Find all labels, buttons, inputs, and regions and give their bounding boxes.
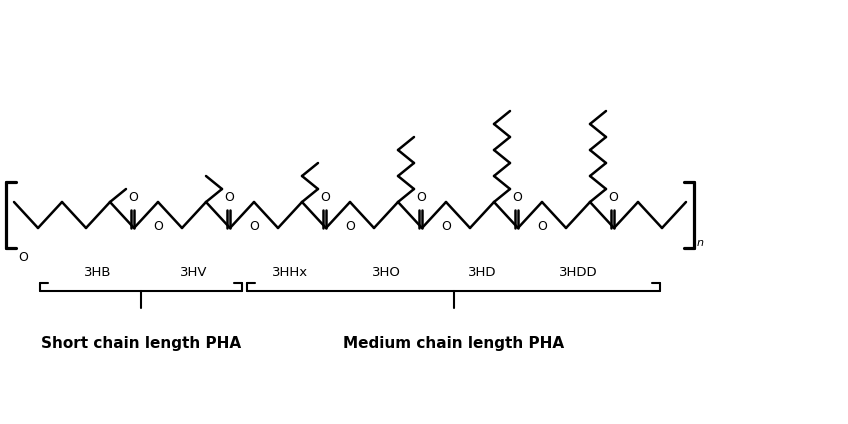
Text: O: O	[249, 220, 259, 233]
Text: 3HHx: 3HHx	[272, 266, 308, 279]
Text: 3HB: 3HB	[84, 266, 112, 279]
Text: O: O	[416, 191, 426, 204]
Text: O: O	[320, 191, 330, 204]
Text: Medium chain length PHA: Medium chain length PHA	[343, 336, 564, 351]
Text: O: O	[18, 251, 28, 264]
Text: O: O	[345, 220, 355, 233]
Text: O: O	[128, 191, 138, 204]
Text: O: O	[537, 220, 547, 233]
Text: 3HD: 3HD	[468, 266, 496, 279]
Text: n: n	[697, 238, 704, 248]
Text: 3HDD: 3HDD	[559, 266, 597, 279]
Text: Short chain length PHA: Short chain length PHA	[41, 336, 241, 351]
Text: O: O	[153, 220, 163, 233]
Text: O: O	[608, 191, 618, 204]
Text: O: O	[441, 220, 451, 233]
Text: 3HO: 3HO	[371, 266, 400, 279]
Text: O: O	[512, 191, 522, 204]
Text: 3HV: 3HV	[181, 266, 208, 279]
Text: O: O	[224, 191, 234, 204]
